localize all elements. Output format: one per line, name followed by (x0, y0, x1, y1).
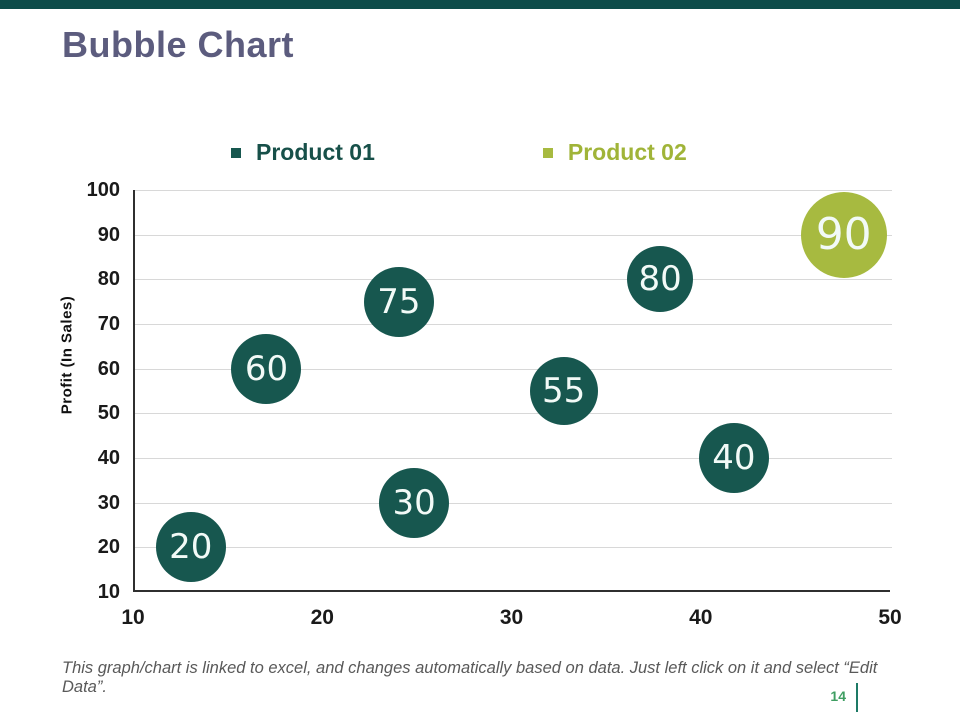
bubble-90[interactable]: 90 (800, 191, 887, 278)
gridline-y-80 (135, 279, 892, 281)
top-accent-bar (0, 0, 960, 9)
footer-note: This graph/chart is linked to excel, and… (62, 659, 878, 696)
legend-swatch-icon (542, 147, 553, 158)
page-number: 14 (830, 688, 846, 704)
gridline-y-30 (135, 502, 892, 504)
gridline-y-70 (135, 324, 892, 325)
plot-area[interactable]: 20 60 75 30 55 80 40 90 (133, 190, 892, 592)
y-tick-label: 90 (97, 223, 120, 246)
y-tick-label: 50 (97, 402, 120, 425)
y-tick-label: 80 (97, 268, 120, 291)
y-tick-label: 40 (97, 447, 120, 469)
gridline-y-90 (135, 234, 892, 236)
legend-item-2[interactable]: Product 02 (542, 139, 687, 166)
x-tick-label: 20 (310, 606, 334, 629)
x-tick-label: 40 (689, 606, 713, 629)
y-tick-label: 70 (97, 313, 120, 335)
bubble-80[interactable]: 80 (627, 246, 694, 313)
y-tick-label: 10 (97, 581, 120, 603)
y-tick-label: 100 (86, 179, 120, 201)
legend-label: Product 01 (256, 139, 375, 165)
gridline-y-60 (135, 368, 892, 370)
x-tick-label: 50 (878, 606, 902, 629)
bubble-60[interactable]: 60 (231, 333, 302, 404)
gridline-y-50 (135, 413, 892, 415)
x-tick-label: 30 (499, 606, 524, 629)
gridline-y-40 (135, 458, 892, 459)
bubble-55[interactable]: 55 (529, 357, 598, 425)
gridline-y-20 (135, 547, 892, 549)
x-tick-label: 10 (121, 606, 145, 629)
page-title: Bubble Chart (62, 24, 295, 65)
y-tick-label: 30 (97, 491, 120, 514)
bubble-30[interactable]: 30 (379, 467, 450, 538)
y-tick-label: 20 (97, 536, 120, 559)
legend-item-1[interactable]: Product 01 (231, 139, 375, 166)
gridline-y-100 (135, 190, 892, 191)
bubble-40[interactable]: 40 (698, 423, 769, 493)
legend-swatch-icon (231, 147, 241, 158)
legend-label: Product 02 (567, 139, 687, 165)
chart-legend: Product 01 Product 02 (231, 139, 687, 166)
bubble-75[interactable]: 75 (363, 266, 434, 337)
y-tick-label: 60 (97, 357, 120, 380)
page-number-divider (856, 683, 858, 712)
bubble-20[interactable]: 20 (155, 512, 226, 583)
